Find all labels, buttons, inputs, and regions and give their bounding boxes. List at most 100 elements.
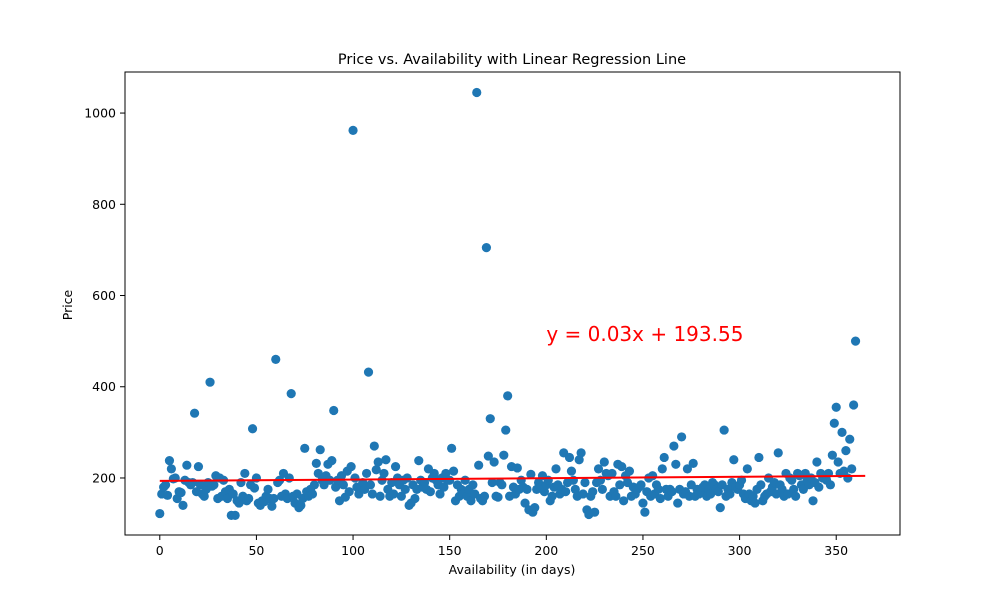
data-point: [379, 468, 389, 479]
data-point: [827, 450, 837, 460]
x-tick-label: 200: [534, 543, 558, 558]
data-point: [808, 496, 818, 506]
data-point: [843, 473, 853, 483]
data-point: [756, 480, 766, 490]
data-point: [750, 498, 760, 508]
data-point: [638, 498, 648, 508]
data-point: [655, 493, 665, 504]
data-point: [244, 493, 254, 504]
data-point: [607, 468, 617, 479]
data-point: [439, 482, 449, 492]
data-point: [667, 487, 677, 497]
data-point: [205, 377, 215, 387]
data-point: [350, 473, 360, 483]
data-point: [520, 498, 530, 508]
x-tick-label: 350: [824, 543, 848, 558]
x-tick-label: 150: [438, 543, 462, 558]
x-tick-label: 0: [156, 543, 164, 558]
data-point: [493, 492, 503, 502]
data-point: [729, 455, 739, 465]
regression-equation-annotation: y = 0.03x + 193.55: [546, 322, 743, 346]
data-point: [615, 480, 625, 490]
data-point: [487, 477, 497, 488]
data-point: [688, 458, 698, 468]
data-point: [338, 480, 348, 490]
data-point: [736, 475, 747, 485]
data-point: [617, 461, 627, 472]
plot-area: [155, 87, 866, 520]
data-point: [182, 460, 192, 470]
data-point: [671, 459, 681, 469]
data-point: [263, 484, 273, 494]
y-tick-label: 800: [92, 197, 116, 212]
data-point: [390, 461, 401, 472]
data-point: [578, 489, 588, 499]
data-point: [236, 477, 246, 488]
data-point: [240, 468, 250, 479]
data-point: [468, 480, 478, 490]
data-point: [371, 465, 381, 475]
data-point: [611, 491, 621, 501]
data-point: [445, 475, 455, 485]
data-point: [501, 425, 511, 435]
data-point: [590, 507, 600, 517]
data-point: [566, 466, 577, 476]
data-point: [176, 487, 186, 498]
y-tick-label: 600: [92, 288, 116, 303]
x-tick-label: 250: [631, 543, 655, 558]
data-point: [849, 400, 859, 410]
data-point: [619, 496, 629, 506]
data-point: [367, 489, 377, 499]
data-point: [839, 466, 849, 476]
data-point: [410, 493, 420, 504]
data-point: [580, 477, 590, 488]
data-point: [188, 477, 198, 488]
data-point: [479, 491, 490, 501]
data-point: [329, 405, 339, 416]
data-point: [155, 508, 165, 519]
data-point: [300, 443, 310, 453]
data-point: [311, 458, 321, 468]
data-point: [189, 408, 200, 418]
data-point: [309, 480, 319, 490]
data-point: [713, 487, 723, 497]
data-point: [597, 484, 607, 494]
data-point: [361, 468, 372, 479]
data-point: [599, 457, 609, 467]
y-tick-label: 400: [92, 379, 116, 394]
data-point: [247, 424, 258, 434]
data-point: [551, 464, 561, 474]
data-point: [474, 460, 484, 470]
data-point: [160, 480, 171, 490]
y-axis-label: Price: [60, 289, 75, 320]
data-point: [497, 480, 507, 490]
axes: 0 50 100 150 200 250 300 350 200 400 600 800 1000: [84, 71, 901, 558]
data-point: [365, 480, 376, 490]
data-point: [178, 500, 188, 510]
data-point: [837, 427, 847, 437]
data-point: [402, 473, 412, 483]
data-point: [481, 243, 492, 253]
data-point: [653, 484, 664, 494]
data-point: [833, 457, 843, 467]
x-tick-label: 300: [728, 543, 752, 558]
data-point: [269, 493, 279, 504]
data-point: [657, 464, 667, 474]
data-point: [526, 469, 536, 479]
x-tick-label: 100: [341, 543, 365, 558]
data-point: [791, 491, 801, 501]
data-point: [742, 464, 752, 474]
data-point: [847, 464, 857, 474]
data-point: [284, 473, 294, 483]
data-point: [228, 489, 238, 499]
x-axis-label: Availability (in days): [449, 562, 576, 577]
data-point: [327, 456, 337, 466]
data-point: [315, 445, 325, 455]
axes-frame: [124, 71, 901, 536]
data-point: [466, 496, 476, 506]
data-point: [381, 455, 391, 465]
data-point: [286, 388, 296, 399]
data-point: [576, 448, 586, 458]
data-point: [435, 489, 445, 499]
